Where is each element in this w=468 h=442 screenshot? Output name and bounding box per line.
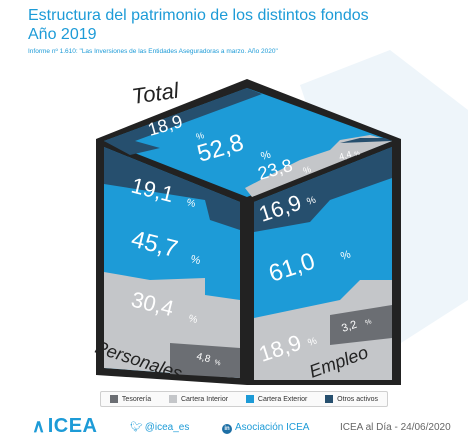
empleo-interior-segment — [254, 280, 392, 380]
title-line-1: Estructura del patrimonio de los distint… — [28, 7, 369, 24]
legend-swatch-otros-activos — [325, 395, 334, 403]
legend-swatch-cartera-exterior — [245, 395, 254, 403]
personales-exterior-pct: % — [189, 253, 202, 267]
legend-item-tesoreria: Tesorería — [109, 395, 152, 403]
empleo-tesoreria-pct: % — [364, 318, 372, 327]
personales-tesoreria-pct: % — [214, 359, 222, 367]
personales-interior-pct: % — [187, 313, 198, 326]
total-exterior-pct: % — [260, 149, 273, 163]
empleo-exterior-pct: % — [339, 248, 352, 263]
legend-label-tesoreria: Tesorería — [121, 395, 152, 403]
total-extra-pct: % — [354, 151, 361, 158]
total-otros-segment — [104, 88, 262, 155]
total-interior-segment — [245, 135, 392, 197]
legend-item-cartera-exterior: Cartera Exterior — [245, 395, 308, 403]
twitter-handle: @icea_es — [144, 422, 190, 433]
chart-legend: Tesorería Cartera Interior Cartera Exter… — [100, 391, 388, 407]
legend-item-otros-activos: Otros activos — [325, 395, 378, 403]
linkedin-link[interactable]: in Asociación ICEA — [222, 422, 309, 434]
personales-tesoreria-label: 4,8 — [195, 351, 212, 365]
twitter-link[interactable]: 🐦︎ @icea_es — [130, 422, 189, 433]
title-line-2: Año 2019 — [28, 26, 97, 43]
face-empleo — [254, 147, 392, 380]
empleo-interior-pct: % — [307, 336, 319, 349]
legend-item-cartera-interior: Cartera Interior — [168, 395, 229, 403]
empleo-tesoreria-segment — [330, 305, 392, 345]
face-total — [104, 88, 392, 197]
personales-otros-segment — [104, 147, 240, 230]
linkedin-name: Asociación ICEA — [235, 422, 310, 433]
total-interior-pct: % — [302, 164, 312, 176]
icea-logo-text: ICEA — [47, 415, 98, 437]
empleo-tesoreria-label: 3,2 — [340, 319, 358, 335]
linkedin-icon: in — [222, 424, 232, 434]
total-caption: Total — [130, 78, 181, 109]
personales-tesoreria-segment — [170, 343, 240, 378]
icea-logo: ∧ ICEA — [32, 415, 97, 438]
footer-date: ICEA al Día - 24/06/2020 — [340, 422, 451, 433]
legend-swatch-tesoreria — [109, 395, 118, 403]
legend-label-cartera-interior: Cartera Interior — [180, 395, 229, 403]
twitter-icon: 🐦︎ — [130, 422, 143, 433]
face-personales — [104, 147, 240, 378]
personales-otros-pct: % — [185, 197, 196, 210]
legend-label-otros-activos: Otros activos — [337, 395, 379, 403]
total-extra-label: 4,4 — [338, 149, 353, 162]
total-extra-segment — [340, 138, 392, 143]
empleo-otros-segment — [254, 147, 392, 232]
icea-logo-icon: ∧ — [32, 416, 46, 436]
legend-label-cartera-exterior: Cartera Exterior — [257, 395, 308, 403]
chart-title: Estructura del patrimonio de los distint… — [28, 6, 369, 44]
footer: ∧ ICEA 🐦︎ @icea_es in Asociación ICEA ICEA … — [0, 413, 468, 442]
empleo-otros-pct: % — [306, 195, 318, 208]
chart-subtitle: Informe nº 1.610: "Las Inversiones de la… — [28, 48, 278, 55]
legend-swatch-cartera-interior — [168, 395, 177, 403]
total-otros-pct: % — [195, 130, 205, 142]
